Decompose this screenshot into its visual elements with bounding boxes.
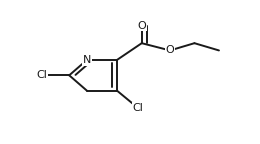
Text: Cl: Cl [36, 70, 47, 80]
Text: Cl: Cl [133, 103, 144, 113]
Text: N: N [83, 55, 91, 65]
Text: O: O [166, 46, 174, 55]
Text: O: O [137, 21, 146, 31]
